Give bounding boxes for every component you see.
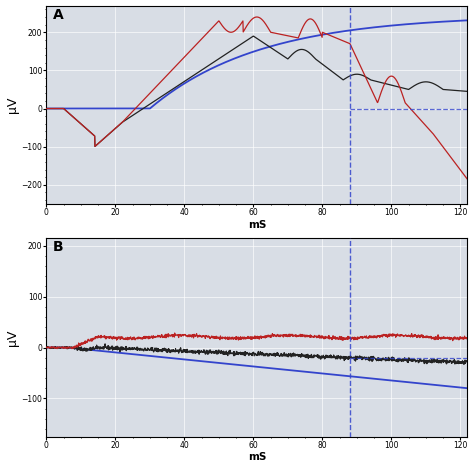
Text: B: B <box>53 240 64 254</box>
X-axis label: mS: mS <box>247 453 266 462</box>
Y-axis label: μV: μV <box>6 96 18 113</box>
Y-axis label: μV: μV <box>6 329 18 345</box>
Text: A: A <box>53 7 64 22</box>
X-axis label: mS: mS <box>247 220 266 230</box>
